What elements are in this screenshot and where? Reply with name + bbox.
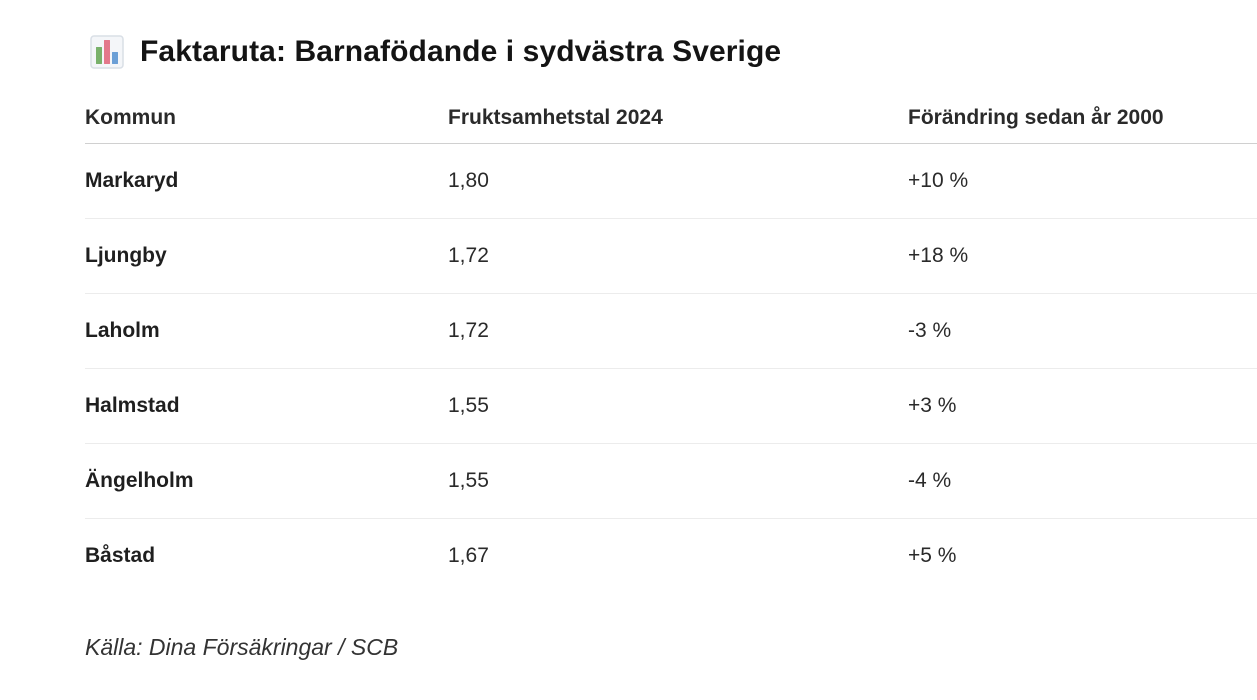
table-row: Markaryd 1,80 +10 %	[85, 144, 1257, 219]
municipality-cell: Ljungby	[85, 219, 167, 293]
table-row: Laholm 1,72 -3 %	[85, 294, 1257, 369]
change-cell: +18 %	[908, 219, 968, 293]
column-header-fruktsamhetstal: Fruktsamhetstal 2024	[448, 92, 663, 143]
fact-box-heading: Faktaruta: Barnafödande i sydvästra Sver…	[90, 32, 781, 72]
table-header-row: Kommun Fruktsamhetstal 2024 Förändring s…	[85, 92, 1257, 144]
column-header-forandring: Förändring sedan år 2000	[908, 92, 1164, 143]
fertility-rate-cell: 1,67	[448, 519, 489, 593]
change-cell: -3 %	[908, 294, 951, 368]
municipality-cell: Markaryd	[85, 144, 178, 218]
fertility-rate-cell: 1,72	[448, 219, 489, 293]
change-cell: +5 %	[908, 519, 956, 593]
municipality-cell: Laholm	[85, 294, 160, 368]
table-row: Båstad 1,67 +5 %	[85, 519, 1257, 593]
table-row: Ängelholm 1,55 -4 %	[85, 444, 1257, 519]
table-row: Halmstad 1,55 +3 %	[85, 369, 1257, 444]
municipality-cell: Båstad	[85, 519, 155, 593]
source-note: Källa: Dina Försäkringar / SCB	[85, 634, 398, 661]
municipality-cell: Halmstad	[85, 369, 180, 443]
column-header-kommun: Kommun	[85, 92, 176, 143]
fertility-rate-cell: 1,72	[448, 294, 489, 368]
change-cell: +10 %	[908, 144, 968, 218]
bar-chart-icon	[90, 35, 124, 69]
fertility-rate-cell: 1,80	[448, 144, 489, 218]
fertility-table: Kommun Fruktsamhetstal 2024 Förändring s…	[85, 92, 1257, 593]
change-cell: +3 %	[908, 369, 956, 443]
change-cell: -4 %	[908, 444, 951, 518]
fertility-rate-cell: 1,55	[448, 444, 489, 518]
fertility-rate-cell: 1,55	[448, 369, 489, 443]
municipality-cell: Ängelholm	[85, 444, 194, 518]
page-title: Faktaruta: Barnafödande i sydvästra Sver…	[140, 35, 781, 69]
table-row: Ljungby 1,72 +18 %	[85, 219, 1257, 294]
